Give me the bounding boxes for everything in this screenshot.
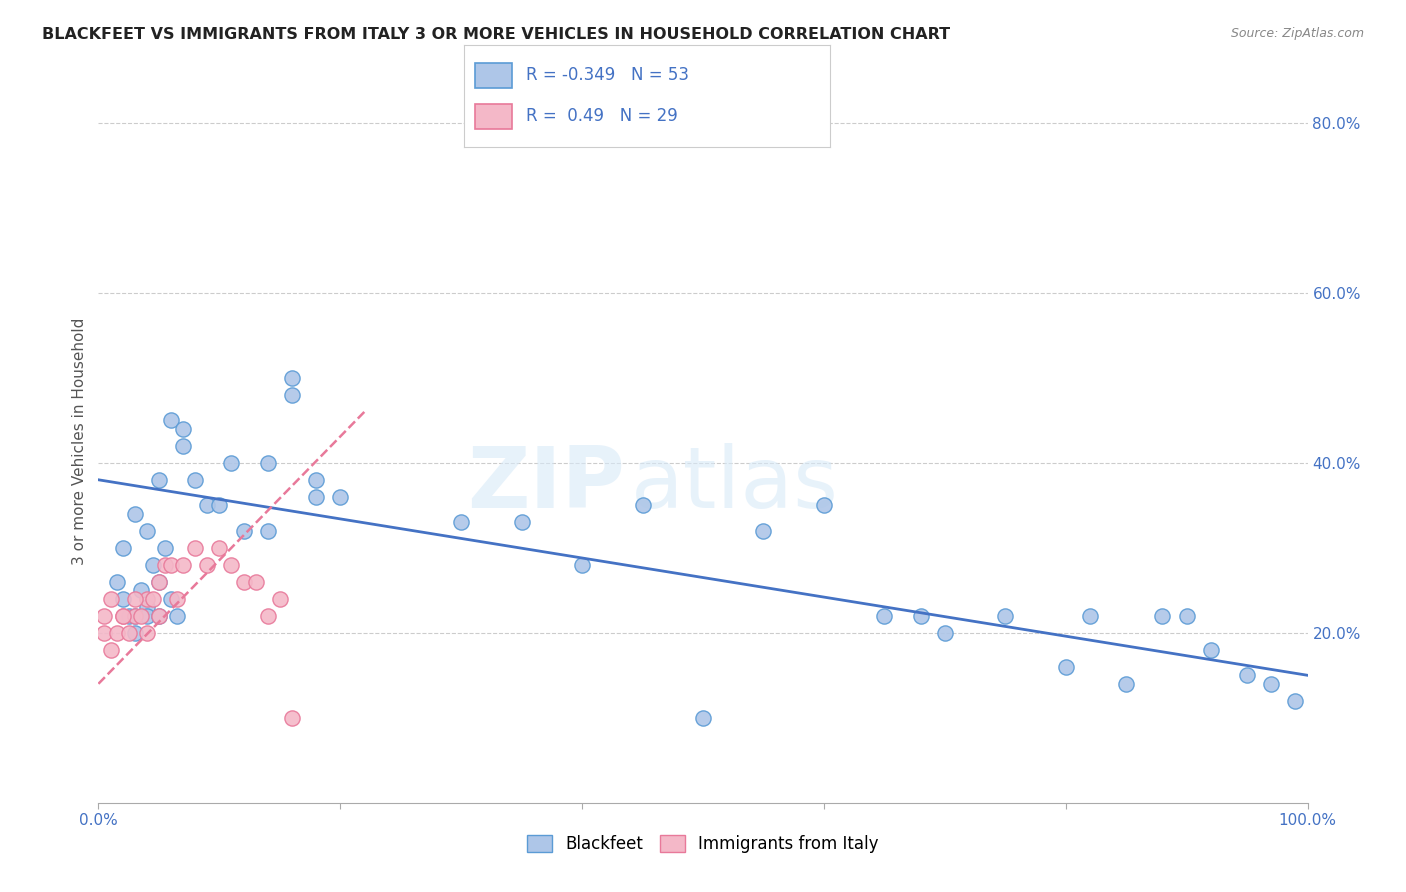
- Point: [208, 541, 231, 555]
- Point: [160, 558, 183, 572]
- Point: [221, 456, 243, 470]
- Text: Source: ZipAtlas.com: Source: ZipAtlas.com: [1230, 27, 1364, 40]
- Point: [172, 439, 194, 453]
- Point: [1260, 677, 1282, 691]
- Point: [305, 473, 328, 487]
- Point: [135, 625, 157, 640]
- Point: [934, 625, 956, 640]
- Point: [994, 608, 1017, 623]
- Point: [269, 591, 291, 606]
- Point: [195, 558, 218, 572]
- Point: [692, 711, 714, 725]
- Point: [281, 711, 304, 725]
- Point: [142, 591, 165, 606]
- Point: [256, 524, 278, 538]
- Point: [571, 558, 593, 572]
- Point: [93, 625, 115, 640]
- Point: [129, 608, 152, 623]
- FancyBboxPatch shape: [475, 103, 512, 129]
- Point: [105, 625, 128, 640]
- Point: [232, 524, 254, 538]
- Point: [232, 574, 254, 589]
- Point: [166, 608, 188, 623]
- Point: [1078, 608, 1101, 623]
- Text: ZIP: ZIP: [467, 443, 624, 526]
- Point: [752, 524, 775, 538]
- Point: [124, 507, 146, 521]
- Point: [166, 591, 188, 606]
- Point: [245, 574, 267, 589]
- Point: [1175, 608, 1198, 623]
- Point: [129, 583, 152, 598]
- Point: [1236, 668, 1258, 682]
- Point: [111, 608, 134, 623]
- Point: [135, 591, 157, 606]
- Point: [135, 600, 157, 615]
- Point: [100, 642, 122, 657]
- Text: atlas: atlas: [630, 443, 838, 526]
- Point: [873, 608, 896, 623]
- Point: [93, 608, 115, 623]
- Point: [184, 473, 207, 487]
- Point: [510, 516, 533, 530]
- Point: [450, 516, 472, 530]
- Point: [631, 498, 654, 512]
- Point: [256, 456, 278, 470]
- Point: [256, 608, 278, 623]
- Point: [184, 541, 207, 555]
- Legend: Blackfeet, Immigrants from Italy: Blackfeet, Immigrants from Italy: [520, 828, 886, 860]
- Point: [148, 608, 170, 623]
- Point: [124, 591, 146, 606]
- Point: [153, 558, 176, 572]
- Point: [148, 574, 170, 589]
- Point: [221, 558, 243, 572]
- Point: [160, 413, 183, 427]
- Text: R = -0.349   N = 53: R = -0.349 N = 53: [526, 66, 689, 85]
- Point: [305, 490, 328, 504]
- Point: [135, 608, 157, 623]
- Point: [813, 498, 835, 512]
- Point: [124, 625, 146, 640]
- Point: [1152, 608, 1174, 623]
- Text: R =  0.49   N = 29: R = 0.49 N = 29: [526, 107, 678, 126]
- Point: [148, 574, 170, 589]
- Point: [142, 558, 165, 572]
- Y-axis label: 3 or more Vehicles in Household: 3 or more Vehicles in Household: [72, 318, 87, 566]
- Point: [118, 625, 141, 640]
- FancyBboxPatch shape: [475, 62, 512, 88]
- Point: [910, 608, 932, 623]
- Point: [148, 473, 170, 487]
- Point: [111, 541, 134, 555]
- Point: [1199, 642, 1222, 657]
- Point: [195, 498, 218, 512]
- Text: BLACKFEET VS IMMIGRANTS FROM ITALY 3 OR MORE VEHICLES IN HOUSEHOLD CORRELATION C: BLACKFEET VS IMMIGRANTS FROM ITALY 3 OR …: [42, 27, 950, 42]
- Point: [135, 524, 157, 538]
- Point: [281, 388, 304, 402]
- Point: [329, 490, 352, 504]
- Point: [148, 608, 170, 623]
- Point: [118, 608, 141, 623]
- Point: [1054, 660, 1077, 674]
- Point: [1284, 694, 1306, 708]
- Point: [208, 498, 231, 512]
- Point: [153, 541, 176, 555]
- Point: [124, 608, 146, 623]
- Point: [1115, 677, 1137, 691]
- Point: [172, 422, 194, 436]
- Point: [281, 371, 304, 385]
- Point: [124, 608, 146, 623]
- Point: [172, 558, 194, 572]
- Point: [100, 591, 122, 606]
- Point: [111, 608, 134, 623]
- Point: [105, 574, 128, 589]
- Point: [111, 591, 134, 606]
- Point: [160, 591, 183, 606]
